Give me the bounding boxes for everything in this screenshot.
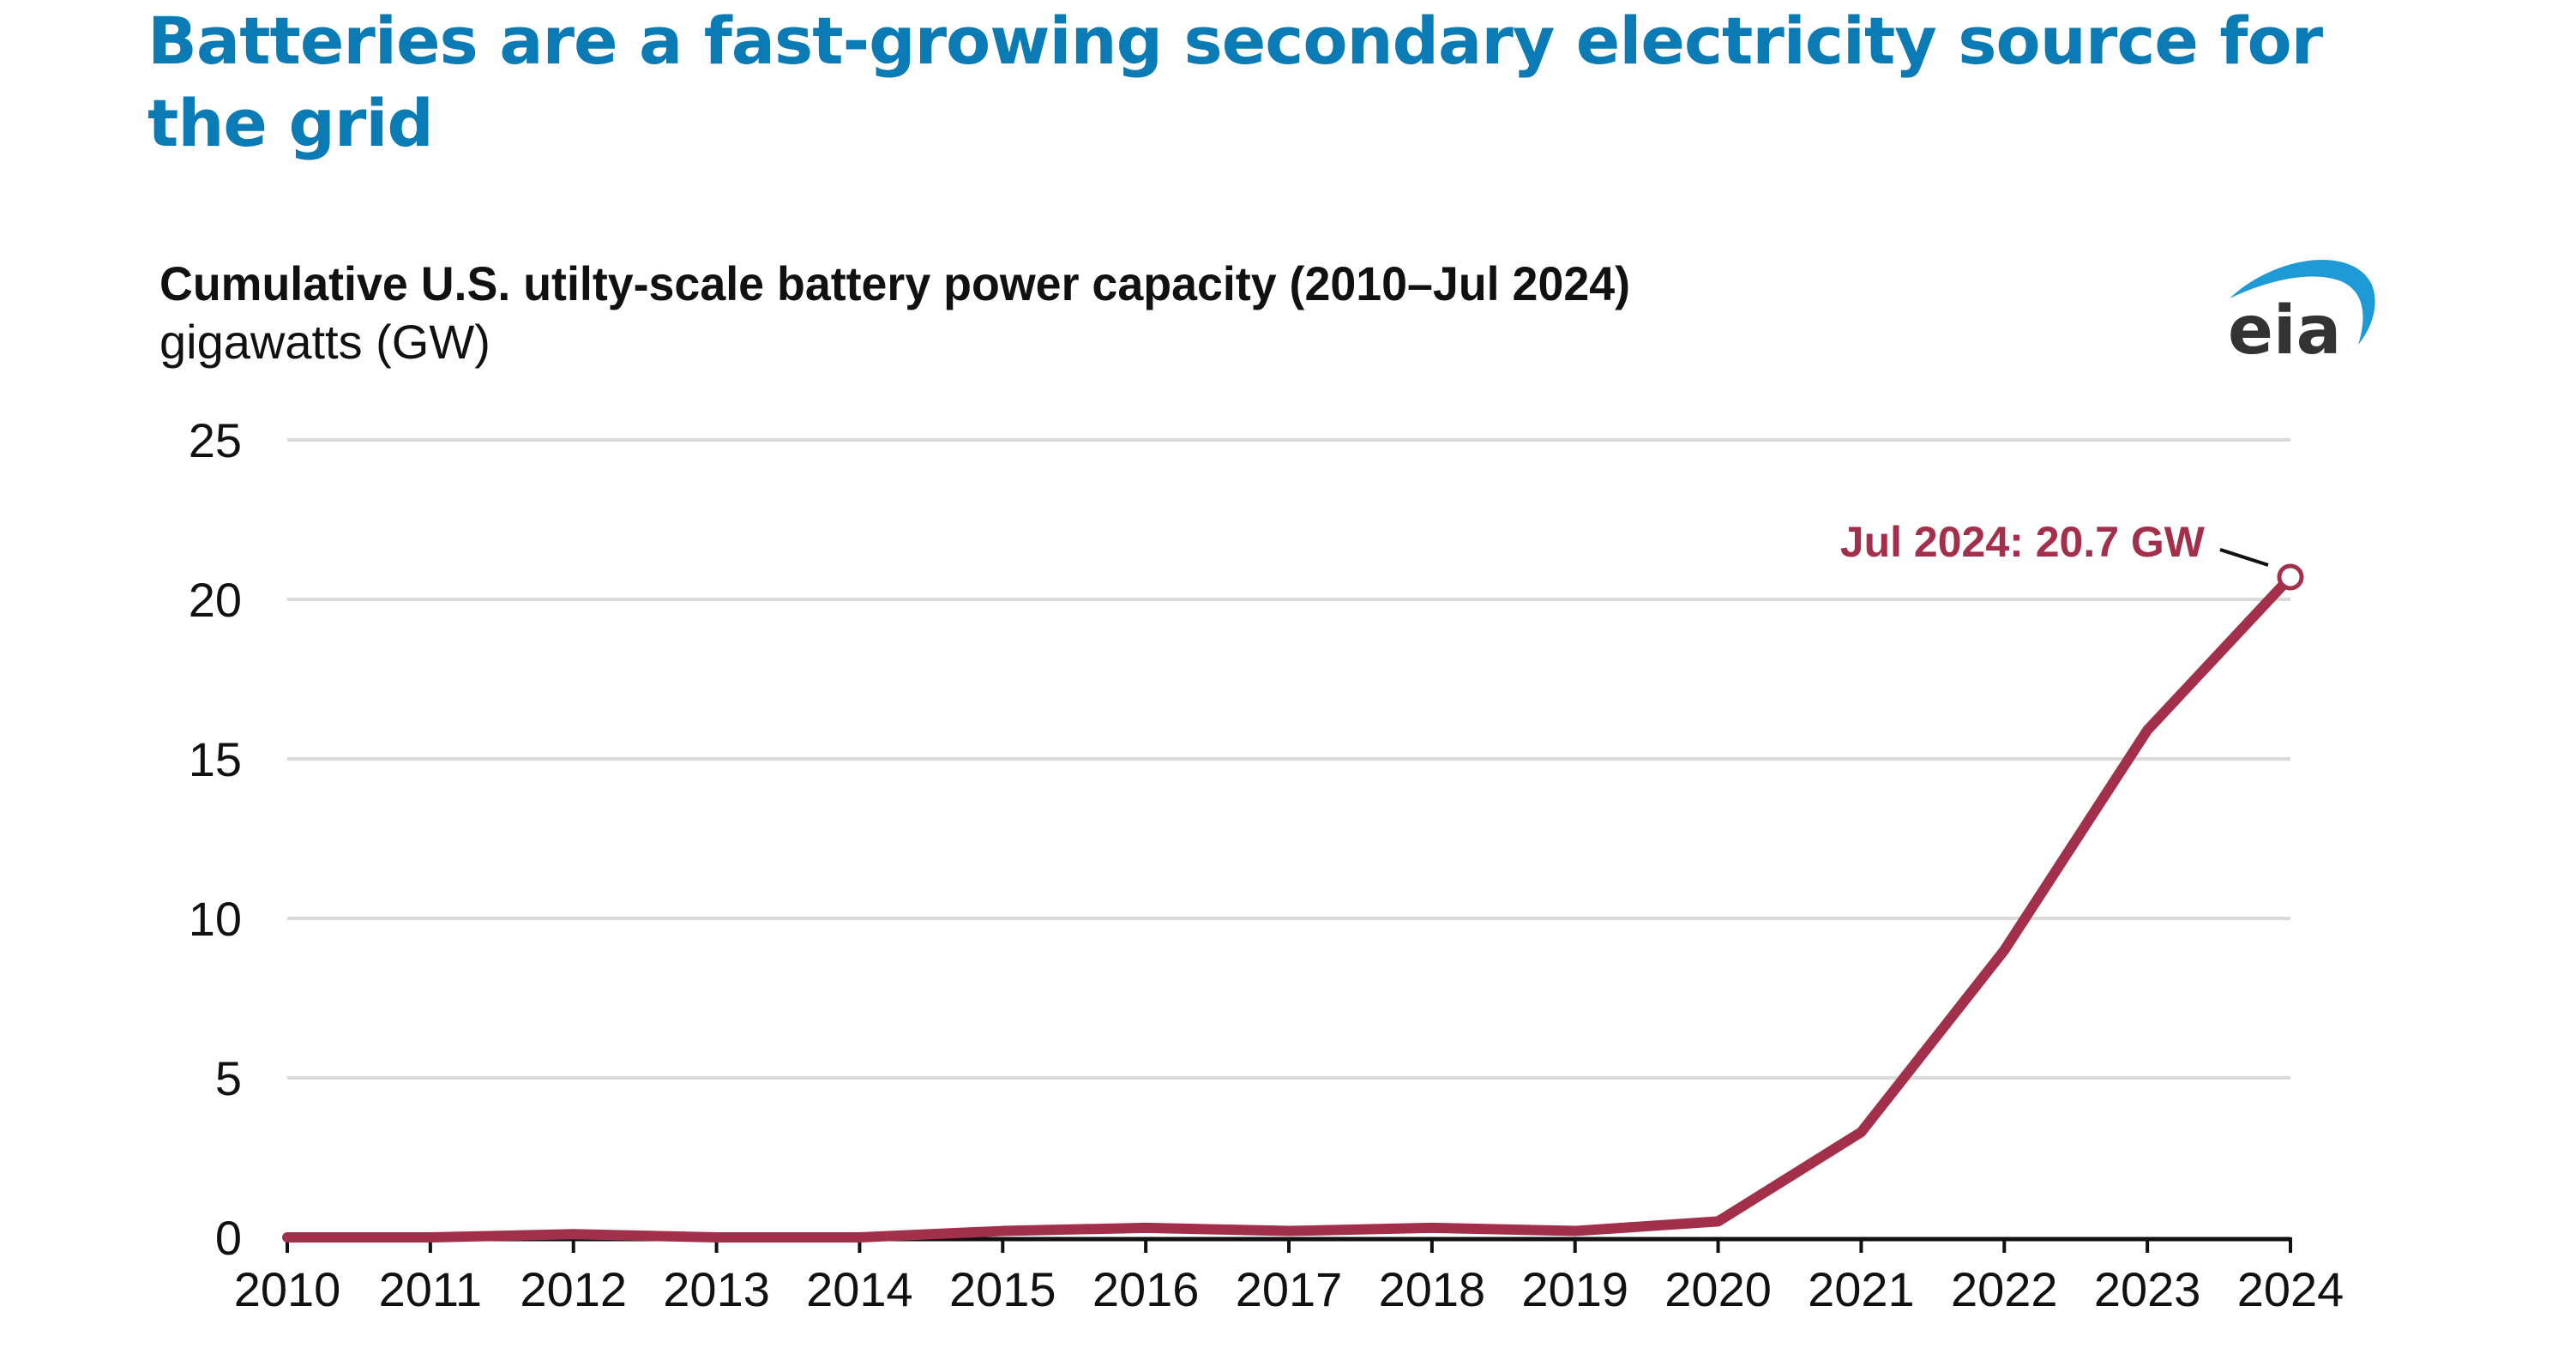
x-tick-label: 2020 bbox=[1664, 1262, 1772, 1316]
y-tick-label: 5 bbox=[215, 1051, 242, 1105]
x-tick-label: 2013 bbox=[663, 1262, 770, 1316]
annotation-label: Jul 2024: 20.7 GW bbox=[1840, 518, 2206, 566]
eia-logo-icon: eia bbox=[2228, 260, 2375, 360]
series-line bbox=[282, 571, 2296, 1243]
y-axis-tick-labels: 0 5 10 15 20 25 bbox=[189, 413, 242, 1265]
x-tick-label: 2023 bbox=[2094, 1262, 2201, 1316]
x-tick-label: 2015 bbox=[949, 1262, 1056, 1316]
series bbox=[282, 571, 2296, 1243]
x-tick-label: 2021 bbox=[1808, 1262, 1915, 1316]
annotation-marker bbox=[2277, 563, 2304, 591]
x-tick-label: 2014 bbox=[806, 1262, 913, 1316]
x-axis: 2010 2011 2012 2013 2014 2015 2016 2017 2018 2019… bbox=[234, 1237, 2344, 1316]
x-tick-label: 2016 bbox=[1092, 1262, 1200, 1316]
annotations: Jul 2024: 20.7 GW bbox=[1840, 518, 2304, 591]
headline: Batteries are a fast-growing secondary e… bbox=[147, 3, 2323, 161]
x-tick-label: 2019 bbox=[1521, 1262, 1628, 1316]
eia-logo-arc bbox=[2230, 260, 2375, 345]
gridlines bbox=[287, 438, 2290, 1080]
chart-title: Cumulative U.S. utilty-scale battery pow… bbox=[159, 256, 1631, 310]
y-tick-label: 20 bbox=[189, 573, 242, 627]
y-tick-label: 15 bbox=[189, 732, 242, 786]
x-tick-label: 2022 bbox=[1951, 1262, 2058, 1316]
x-tick-label: 2024 bbox=[2237, 1262, 2344, 1316]
y-tick-label: 25 bbox=[189, 413, 242, 467]
x-tick-label: 2012 bbox=[520, 1262, 627, 1316]
eia-logo-text: eia bbox=[2228, 292, 2341, 360]
annotation-leader-line bbox=[2219, 548, 2269, 567]
x-tick-label: 2011 bbox=[379, 1262, 482, 1316]
y-axis-units-label: gigawatts (GW) bbox=[159, 315, 491, 369]
y-tick-label: 10 bbox=[189, 892, 242, 946]
x-tick-label: 2010 bbox=[234, 1262, 341, 1316]
y-tick-label: 0 bbox=[215, 1211, 242, 1265]
x-tick-label: 2017 bbox=[1236, 1262, 1343, 1316]
x-tick-label: 2018 bbox=[1379, 1262, 1486, 1316]
